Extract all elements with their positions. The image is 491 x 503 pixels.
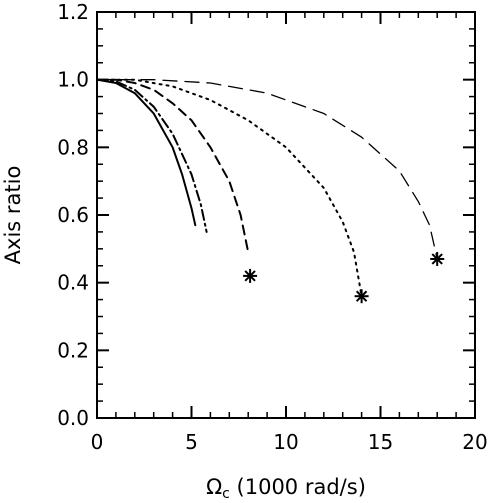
y-axis-label: Axis ratio (1, 166, 25, 265)
asterisk-marker (354, 289, 369, 304)
series-line-solid (96, 78, 197, 227)
tick-marks (96, 11, 476, 419)
plot-frame (96, 11, 476, 419)
series-layer (96, 78, 438, 298)
x-tick-label: 15 (368, 430, 393, 454)
series-line-dashed (96, 78, 250, 254)
asterisk-marker (430, 251, 445, 266)
x-axis-label: Ωc (1000 rad/s) (206, 475, 366, 502)
y-tick-label: 0.2 (57, 338, 89, 362)
asterisk-stroke (244, 270, 256, 282)
y-tick-label: 0.0 (57, 406, 89, 430)
x-axis-label-subscript: c (222, 486, 230, 502)
series-line-dotted (96, 78, 363, 298)
x-tick-label: 10 (273, 430, 298, 454)
x-tick-label: 0 (91, 430, 104, 454)
series-line-long-dashed (96, 79, 438, 260)
y-tick-label: 1.0 (57, 68, 89, 92)
asterisk-marker (243, 268, 258, 283)
y-tick-label: 0.8 (57, 135, 89, 159)
endpoint-markers (243, 251, 445, 304)
y-tick-label: 0.4 (57, 271, 89, 295)
asterisk-stroke (431, 253, 443, 265)
x-axis-label-symbol: Ω (206, 475, 222, 499)
x-axis-label-rest: (1000 rad/s) (230, 475, 366, 499)
tick-labels: 0 5 10 15 20 0.0 0.2 0.4 0.6 0.8 1.0 1.2 (57, 0, 488, 454)
x-tick-label: 20 (462, 430, 487, 454)
y-tick-label: 1.2 (57, 0, 89, 24)
series-line-dashdot (96, 78, 208, 233)
x-tick-label: 5 (185, 430, 198, 454)
y-tick-label: 0.6 (57, 203, 89, 227)
asterisk-stroke (355, 290, 368, 302)
